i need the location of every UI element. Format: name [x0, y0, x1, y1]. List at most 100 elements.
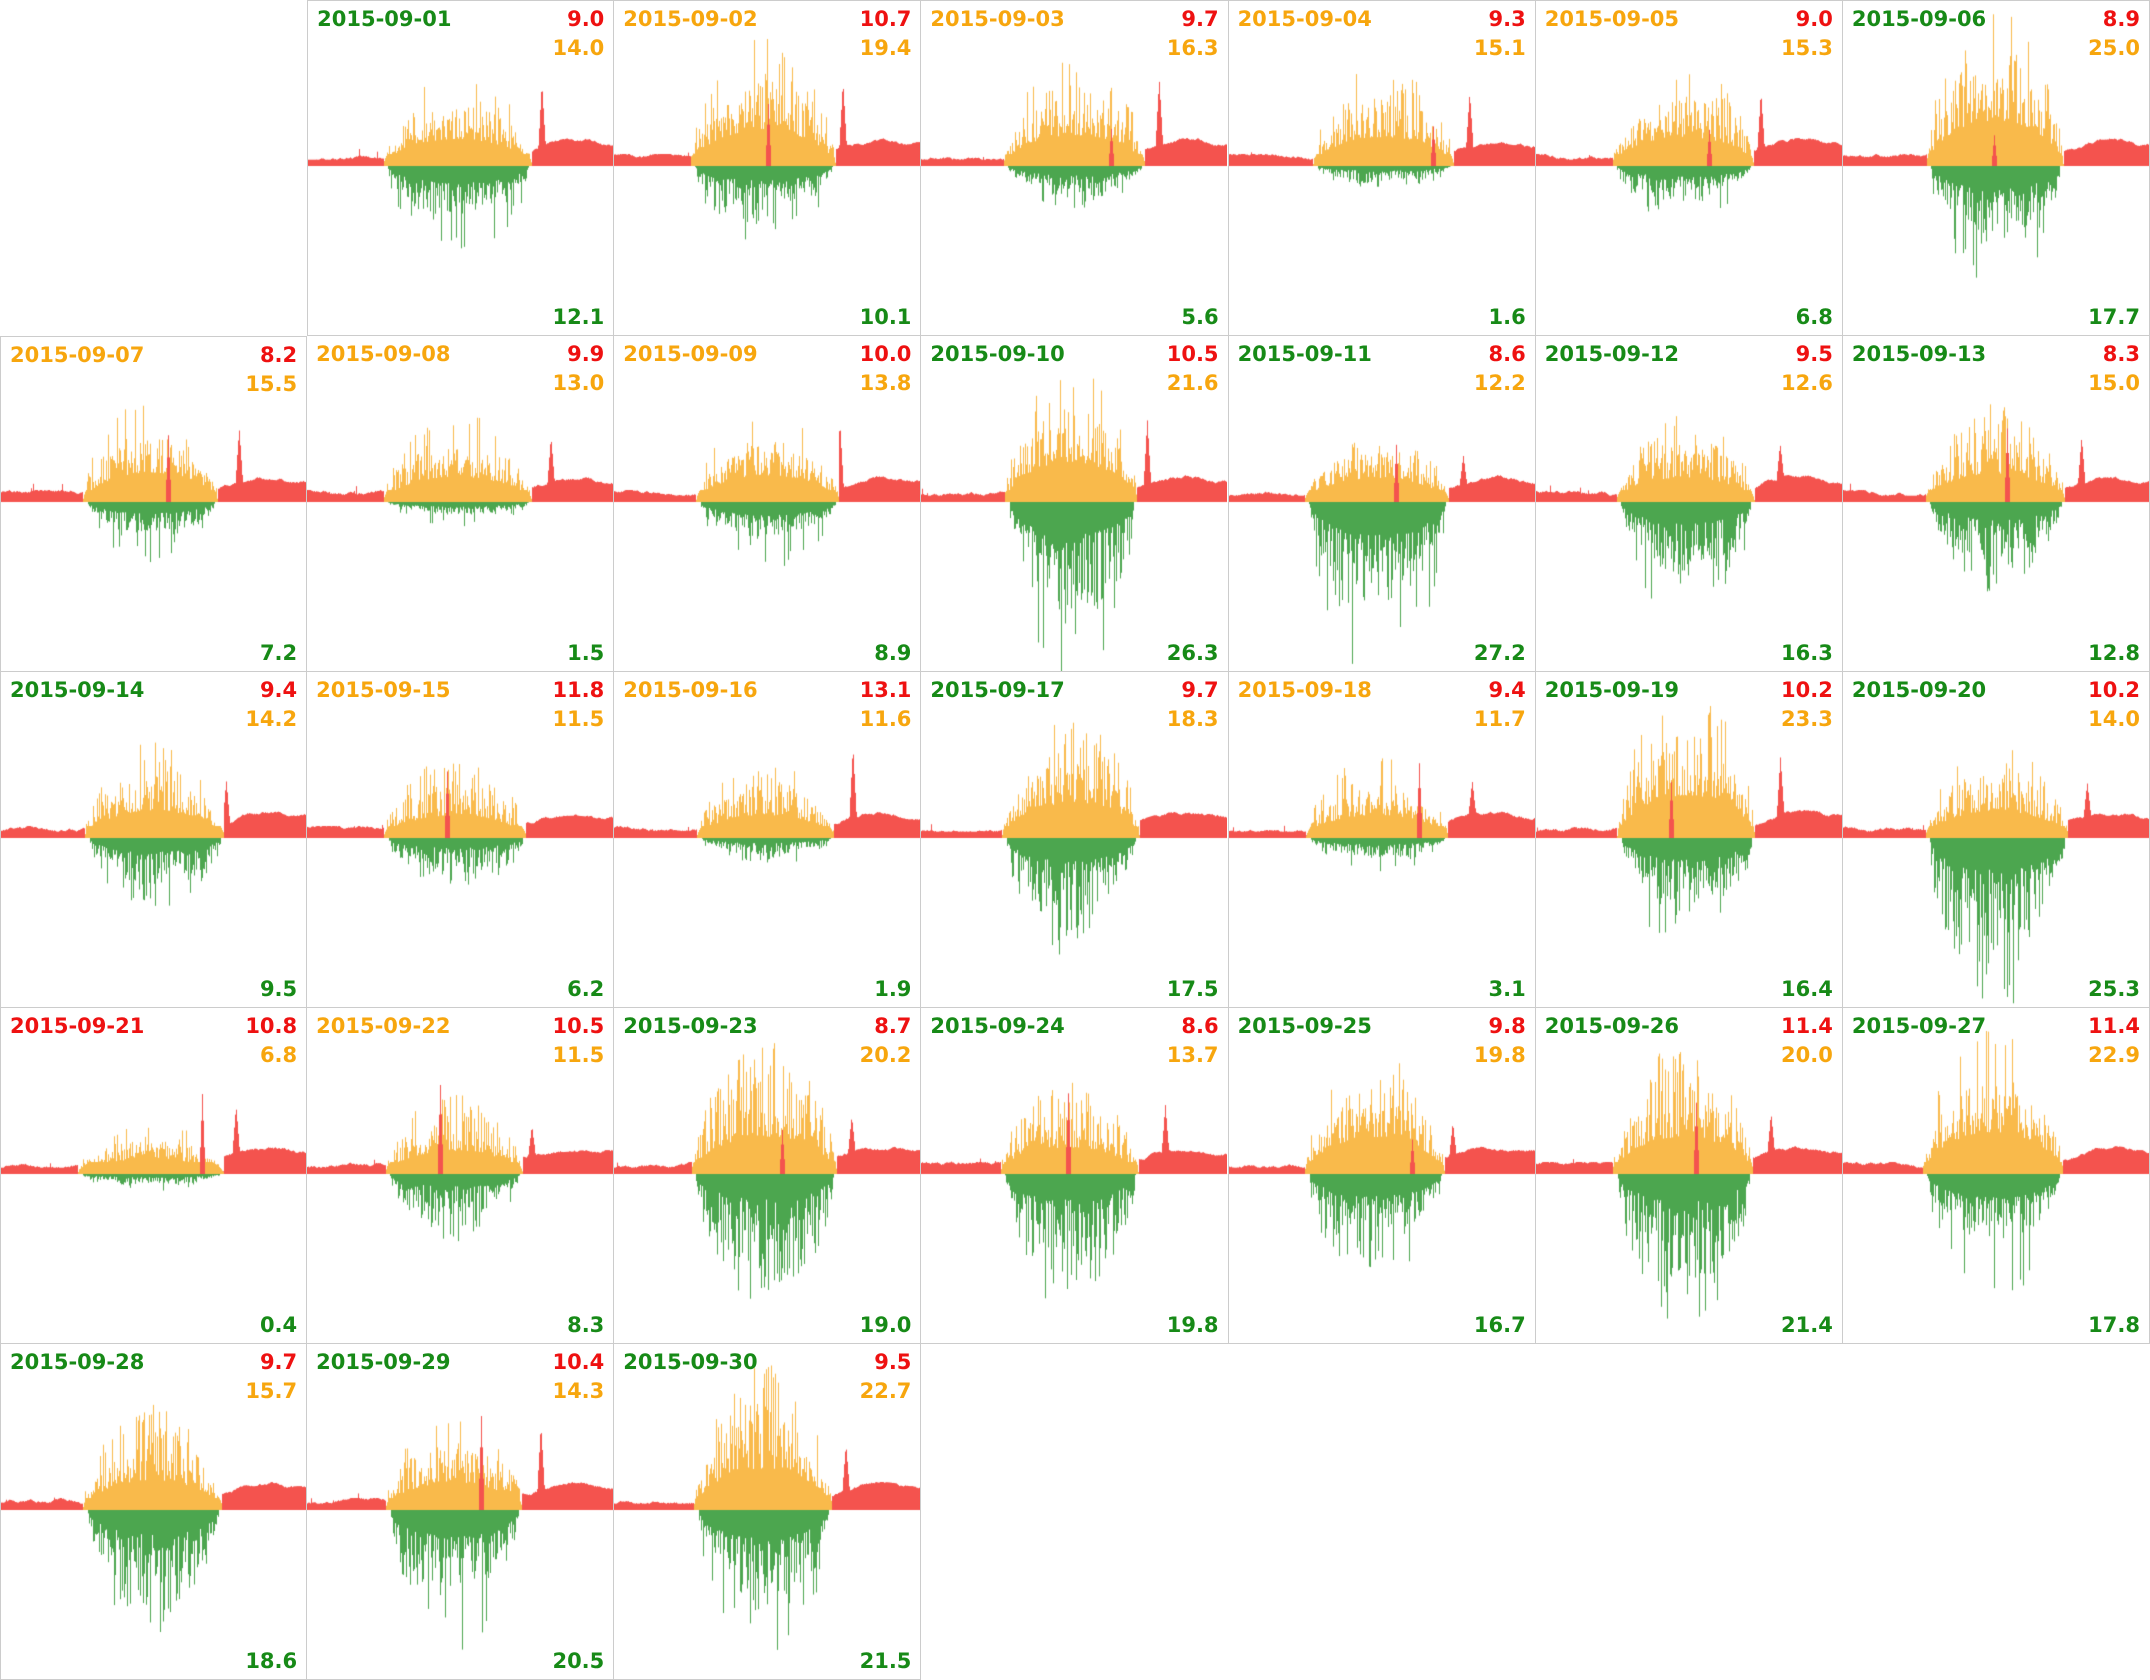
day-profile-chart	[307, 672, 614, 1007]
green-total-label: 1.6	[1488, 305, 1526, 329]
date-label: 2015-09-26	[1544, 1014, 1680, 1038]
orange-total-label: 18.3	[1166, 707, 1219, 731]
date-label: 2015-09-03	[930, 7, 1065, 31]
orange-total-label: 20.2	[859, 1043, 912, 1067]
green-total-label: 1.9	[874, 977, 912, 1001]
day-cell: 2015-09-02 10.7 19.4 10.1	[614, 0, 922, 336]
date-label: 2015-09-23	[623, 1014, 758, 1038]
date-label: 2015-09-30	[623, 1350, 758, 1374]
day-profile-chart	[307, 336, 614, 671]
orange-total-label: 14.0	[552, 36, 605, 60]
green-total-label: 16.3	[1781, 641, 1833, 665]
orange-total-label: 15.7	[245, 1379, 298, 1403]
green-total-label: 6.2	[567, 977, 605, 1001]
orange-total-label: 16.3	[1166, 36, 1219, 60]
date-label: 2015-09-15	[316, 678, 451, 702]
red-total-label: 9.5	[874, 1350, 912, 1374]
red-total-label: 9.9	[567, 342, 605, 366]
day-profile-chart	[1535, 1008, 1842, 1343]
day-cell: 2015-09-11 8.6 12.2 27.2	[1228, 336, 1536, 672]
day-profile-chart	[614, 1008, 921, 1343]
day-cell: 2015-09-03 9.7 16.3 5.6	[921, 0, 1229, 336]
orange-total-label: 14.0	[2088, 707, 2140, 731]
day-cell: 2015-09-26 11.4 20.0 21.4	[1535, 1008, 1843, 1344]
orange-total-label: 22.9	[2088, 1043, 2140, 1067]
orange-total-label: 12.6	[1781, 371, 1833, 395]
day-cell: 2015-09-07 8.2 15.5 7.2	[0, 336, 308, 672]
red-total-label: 11.4	[2088, 1014, 2140, 1038]
red-total-label: 11.8	[552, 678, 605, 702]
date-label: 2015-09-29	[316, 1350, 451, 1374]
green-total-label: 19.8	[1166, 1313, 1219, 1337]
day-cell: 2015-09-19 10.2 23.3 16.4	[1535, 672, 1843, 1008]
day-profile-chart	[614, 336, 921, 671]
day-profile-chart	[1, 672, 306, 1007]
red-total-label: 10.4	[552, 1350, 605, 1374]
date-label: 2015-09-12	[1544, 342, 1680, 366]
day-cell: 2015-09-05 9.0 15.3 6.8	[1535, 0, 1843, 336]
orange-total-label: 23.3	[1781, 707, 1833, 731]
red-total-label: 9.7	[1181, 678, 1219, 702]
green-total-label: 5.6	[1181, 305, 1219, 329]
day-profile-chart	[307, 1008, 614, 1343]
day-cell: 2015-09-06 8.9 25.0 17.7	[1842, 0, 2150, 336]
day-profile-chart	[921, 1008, 1228, 1343]
day-profile-chart	[1, 1008, 306, 1343]
day-profile-chart	[308, 1, 614, 335]
green-total-label: 20.5	[552, 1649, 605, 1673]
green-total-label: 12.1	[552, 305, 605, 329]
date-label: 2015-09-28	[10, 1350, 145, 1374]
orange-total-label: 13.7	[1166, 1043, 1219, 1067]
red-total-label: 9.7	[1181, 7, 1219, 31]
green-total-label: 18.6	[245, 1649, 298, 1673]
green-total-label: 21.4	[1781, 1313, 1833, 1337]
day-cell: 2015-09-21 10.8 6.8 0.4	[0, 1008, 308, 1344]
green-total-label: 8.3	[567, 1313, 605, 1337]
date-label: 2015-09-04	[1237, 7, 1372, 31]
green-total-label: 12.8	[2088, 641, 2140, 665]
date-label: 2015-09-18	[1237, 678, 1372, 702]
day-profile-chart	[614, 1344, 921, 1679]
date-label: 2015-09-22	[316, 1014, 451, 1038]
day-cell: 2015-09-01 9.0 14.0 12.1	[307, 0, 615, 336]
day-profile-chart	[614, 672, 921, 1007]
green-total-label: 17.7	[2088, 305, 2140, 329]
day-cell: 2015-09-17 9.7 18.3 17.5	[921, 672, 1229, 1008]
day-cell: 2015-09-28 9.7 15.7 18.6	[0, 1344, 308, 1680]
orange-total-label: 20.0	[1781, 1043, 1833, 1067]
date-label: 2015-09-25	[1237, 1014, 1372, 1038]
day-profile-chart	[1, 337, 306, 671]
day-cell: 2015-09-04 9.3 15.1 1.6	[1228, 0, 1536, 336]
orange-total-label: 11.5	[552, 707, 605, 731]
date-label: 2015-09-06	[1851, 7, 1987, 31]
day-profile-chart	[1, 1344, 306, 1679]
date-label: 2015-09-08	[316, 342, 451, 366]
orange-total-label: 12.2	[1473, 371, 1526, 395]
day-profile-chart	[1228, 1008, 1535, 1343]
day-cell: 2015-09-29 10.4 14.3 20.5	[307, 1344, 615, 1680]
green-total-label: 10.1	[859, 305, 912, 329]
orange-total-label: 14.2	[245, 707, 298, 731]
orange-total-label: 15.3	[1781, 36, 1833, 60]
green-total-label: 8.9	[874, 641, 912, 665]
green-total-label: 6.8	[1795, 305, 1833, 329]
red-total-label: 11.4	[1781, 1014, 1833, 1038]
green-total-label: 0.4	[259, 1313, 298, 1337]
red-total-label: 9.3	[1488, 7, 1526, 31]
day-cell: 2015-09-24 8.6 13.7 19.8	[921, 1008, 1229, 1344]
date-label: 2015-09-24	[930, 1014, 1065, 1038]
red-total-label: 10.2	[1781, 678, 1833, 702]
date-label: 2015-09-10	[930, 342, 1065, 366]
day-cell: 2015-09-15 11.8 11.5 6.2	[307, 672, 615, 1008]
orange-total-label: 15.5	[245, 372, 298, 396]
red-total-label: 10.5	[552, 1014, 605, 1038]
day-cell: 2015-09-18 9.4 11.7 3.1	[1228, 672, 1536, 1008]
orange-total-label: 19.8	[1473, 1043, 1526, 1067]
orange-total-label: 25.0	[2088, 36, 2140, 60]
green-total-label: 3.1	[1488, 977, 1526, 1001]
green-total-label: 17.8	[2088, 1313, 2140, 1337]
date-label: 2015-09-07	[10, 343, 145, 367]
date-label: 2015-09-11	[1237, 342, 1372, 366]
day-cell: 2015-09-10 10.5 21.6 26.3	[921, 336, 1229, 672]
